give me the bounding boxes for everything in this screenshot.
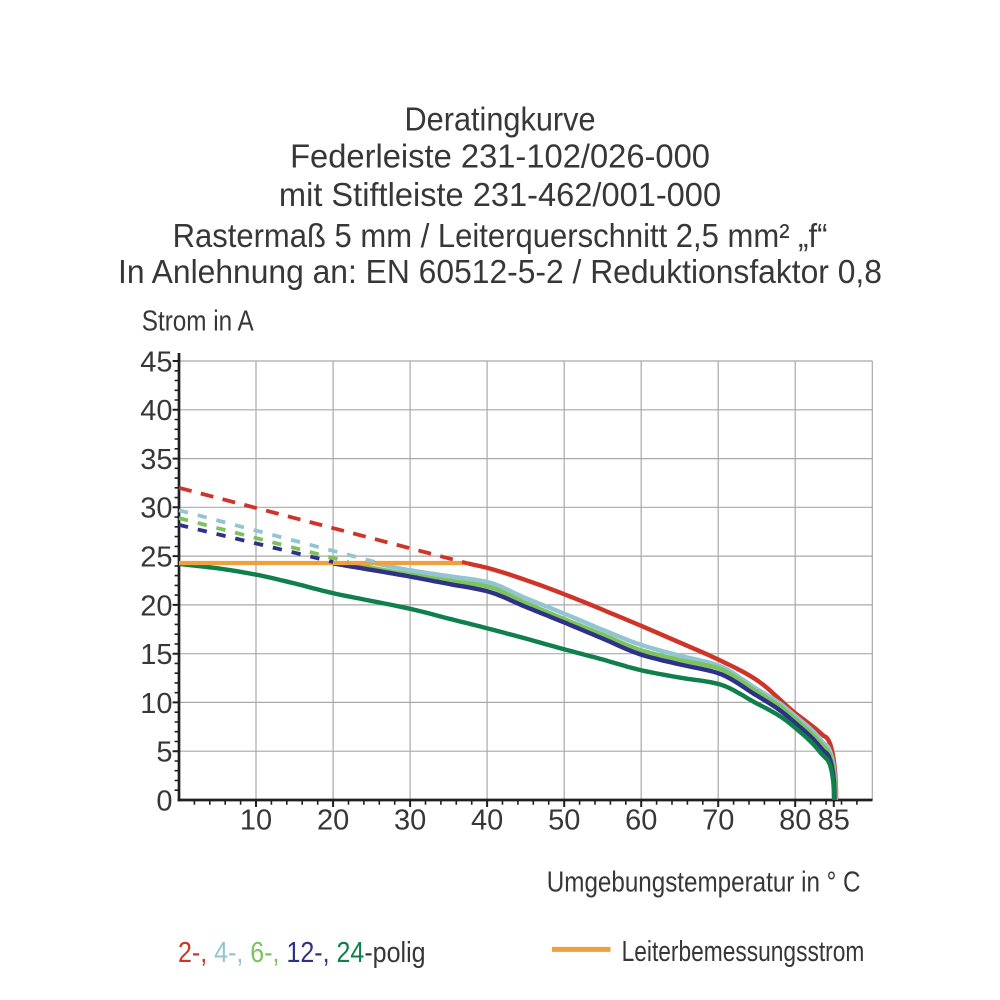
svg-text:60: 60 — [625, 805, 657, 837]
svg-text:20: 20 — [317, 805, 349, 837]
svg-text:40: 40 — [471, 805, 503, 837]
svg-text:Deratingkurve: Deratingkurve — [404, 100, 595, 137]
svg-text:80: 80 — [779, 805, 811, 837]
svg-text:In Anlehnung an: EN 60512-5-2: In Anlehnung an: EN 60512-5-2 / Reduktio… — [118, 253, 882, 290]
svg-text:Umgebungstemperatur in ° C: Umgebungstemperatur in ° C — [547, 865, 861, 898]
svg-text:35: 35 — [140, 444, 172, 476]
svg-text:40: 40 — [140, 395, 172, 427]
svg-text:45: 45 — [140, 346, 172, 378]
svg-text:30: 30 — [394, 805, 426, 837]
svg-text:30: 30 — [140, 493, 172, 525]
svg-text:2-, 4-, 6-, 12-, 24-polig: 2-, 4-, 6-, 12-, 24-polig — [178, 935, 426, 968]
svg-text:Federleiste 231-102/026-000: Federleiste 231-102/026-000 — [290, 137, 710, 174]
svg-text:20: 20 — [140, 590, 172, 622]
svg-text:15: 15 — [140, 639, 172, 671]
svg-text:Rastermaß 5 mm / Leiterquersch: Rastermaß 5 mm / Leiterquerschnitt 2,5 m… — [173, 217, 828, 254]
svg-text:85: 85 — [818, 805, 850, 837]
svg-text:70: 70 — [702, 805, 734, 837]
svg-text:25: 25 — [140, 542, 172, 574]
svg-text:10: 10 — [240, 805, 272, 837]
svg-text:mit Stiftleiste 231-462/001-00: mit Stiftleiste 231-462/001-000 — [279, 176, 721, 213]
svg-text:0: 0 — [156, 785, 172, 817]
svg-text:Leiterbemessungsstrom: Leiterbemessungsstrom — [622, 934, 865, 967]
svg-text:Strom in A: Strom in A — [142, 305, 254, 338]
svg-text:10: 10 — [140, 688, 172, 720]
svg-text:50: 50 — [548, 805, 580, 837]
svg-text:5: 5 — [156, 737, 172, 769]
